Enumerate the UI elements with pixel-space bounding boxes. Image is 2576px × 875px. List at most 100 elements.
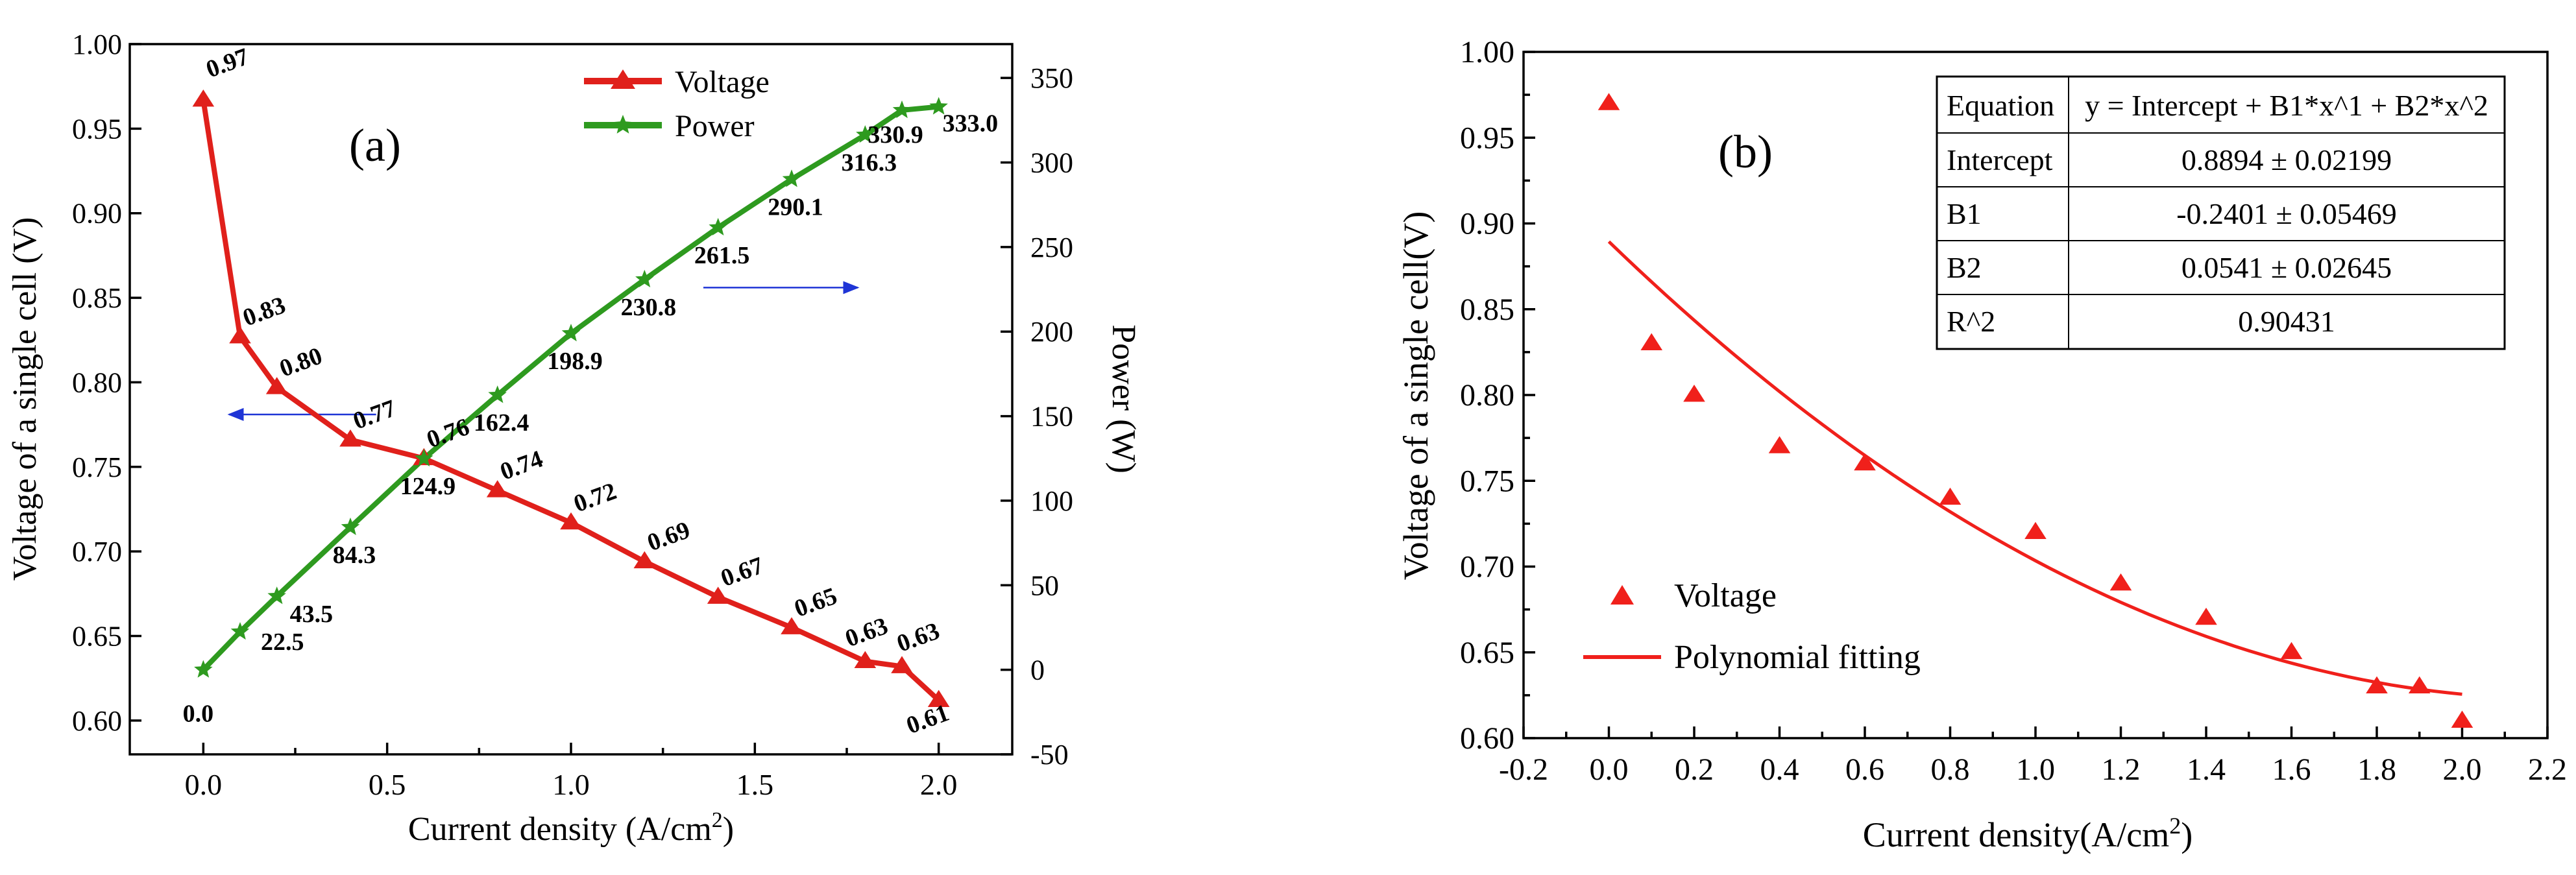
chart-a-ticks: 0.0 0.5 1.0 1.5 2.0 0.60 0.65 0.70 0.75 0.80 0.85 0… (72, 29, 1073, 801)
fit-table-label-r2: R^2 (1947, 305, 1995, 338)
y-left-tick-label: 0.90 (72, 198, 122, 230)
voltage-marker (633, 551, 656, 569)
chart-b-x-label-main: Current density(A/cm (1863, 815, 2169, 854)
y-right-tick-label: 200 (1030, 316, 1073, 348)
y-left-tick-label: 0.80 (72, 366, 122, 398)
power-marker (929, 97, 948, 115)
y-right-tick-label: 150 (1030, 401, 1073, 433)
voltage-data-label: 0.63 (842, 612, 892, 653)
chart-a-y-left-label: Voltage of a single cell (V) (6, 217, 43, 581)
voltage-data-label: 0.65 (791, 582, 841, 623)
x-tick-label: 0.2 (1675, 752, 1714, 787)
legend-voltage-label: Voltage (1674, 577, 1777, 614)
y-right-tick-label: 300 (1030, 147, 1073, 179)
power-marker (267, 586, 286, 605)
chart-a-legend: Voltage Power (584, 65, 770, 143)
voltage-marker (781, 617, 803, 634)
voltage-marker (265, 377, 288, 394)
chart-b-fit-curve (1607, 240, 2462, 696)
y-right-tick-label: 50 (1030, 569, 1059, 601)
y-tick-label: 0.95 (1460, 121, 1514, 155)
chart-b-plot-frame (1522, 51, 2549, 739)
voltage-point (2366, 676, 2388, 694)
power-data-label: 162.4 (474, 409, 529, 437)
chart-b-markers (1598, 93, 2473, 728)
voltage-marker (854, 651, 877, 669)
x-tick-label: 1.8 (2357, 752, 2396, 787)
voltage-data-label: 0.67 (717, 552, 767, 592)
x-tick-label: 1.6 (2272, 752, 2311, 787)
chart-a-data-labels: 0.97 0.83 0.80 0.77 0.76 0.74 0.72 0.69 0.67 0.65… (183, 43, 999, 739)
fit-table-label-equation: Equation (1947, 89, 2054, 122)
power-data-label: 330.9 (868, 121, 923, 149)
voltage-point (2408, 676, 2431, 694)
x-tick-label: 0.0 (1590, 752, 1629, 787)
power-marker (415, 449, 433, 467)
power-marker (230, 622, 250, 640)
power-data-label: 316.3 (842, 149, 897, 176)
x-tick-label: 0.4 (1760, 752, 1799, 787)
fit-table-value-intercept: 0.8894 ± 0.02199 (2181, 143, 2392, 176)
power-marker (561, 324, 581, 342)
power-data-label: 43.5 (290, 601, 333, 628)
y-tick-label: 0.65 (1460, 636, 1514, 670)
legend-voltage-marker (1610, 585, 1634, 605)
chart-b-y-label: Voltage of a single cell(V) (1396, 211, 1435, 581)
voltage-data-label: 0.61 (903, 699, 953, 739)
y-left-tick-label: 0.60 (72, 705, 122, 737)
chart-a-x-label-main: Current density (A/cm (408, 811, 712, 848)
voltage-marker (339, 429, 361, 447)
voltage-point (2195, 607, 2217, 625)
y-right-tick-label: 100 (1030, 485, 1073, 517)
fit-table-label-intercept: Intercept (1947, 143, 2053, 176)
voltage-point (1598, 93, 1620, 110)
power-data-label: 333.0 (943, 110, 999, 137)
y-left-tick-label: 0.70 (72, 536, 122, 568)
fit-table-value-b1: -0.2401 ± 0.05469 (2176, 197, 2397, 230)
y-tick-label: 0.85 (1460, 293, 1514, 327)
voltage-marker (560, 512, 582, 530)
chart-a-panel-label: (a) (349, 119, 401, 171)
chart-a-x-label-sup: 2 (712, 808, 723, 832)
chart-b-panel-label: (b) (1718, 126, 1773, 178)
chart-b-fit-table: Equation y = Intercept + B1*x^1 + B2*x^2… (1936, 75, 2506, 350)
voltage-point (1768, 436, 1791, 453)
fit-table-frame (1936, 75, 2506, 350)
x-tick-label: 0.5 (369, 768, 406, 801)
power-data-label: 261.5 (694, 242, 750, 269)
legend-power-label: Power (675, 109, 755, 143)
chart-b: -0.2 0.0 0.2 0.4 0.6 0.8 1.0 1.2 1.4 1.6 1.8 2.0 2.2… (1396, 35, 2567, 854)
chart-b-x-label-sup: 2 (2169, 813, 2181, 839)
legend-voltage-marker (611, 69, 635, 89)
voltage-marker (229, 326, 251, 344)
voltage-data-label: 0.63 (893, 617, 943, 658)
voltage-data-label: 0.69 (644, 516, 694, 557)
x-tick-label: -0.2 (1499, 752, 1548, 787)
voltage-point (1854, 453, 1876, 471)
x-tick-label: 0.0 (185, 768, 223, 801)
power-marker (782, 169, 801, 187)
polynomial-fit-line (1607, 240, 2462, 696)
y-tick-label: 0.60 (1460, 721, 1514, 756)
voltage-marker (927, 689, 950, 707)
voltage-data-label: 0.76 (423, 413, 473, 453)
voltage-data-label: 0.72 (570, 477, 620, 518)
x-tick-label: 2.0 (2443, 752, 2482, 787)
legend-voltage-label: Voltage (675, 65, 770, 99)
x-tick-label: 0.8 (1931, 752, 1970, 787)
y-left-tick-label: 0.85 (72, 282, 122, 314)
voltage-point (1640, 333, 1663, 351)
chart-a-y-right-label: Power (W) (1105, 324, 1142, 473)
y-right-tick-label: 350 (1030, 62, 1073, 94)
y-left-tick-label: 0.95 (72, 113, 122, 145)
y-tick-label: 0.70 (1460, 550, 1514, 584)
y-tick-label: 1.00 (1460, 35, 1514, 69)
power-data-label: 22.5 (261, 629, 304, 656)
chart-b-legend: Voltage Polynomial fitting (1583, 577, 1921, 676)
y-right-tick-label: 250 (1030, 232, 1073, 263)
chart-a: 0.0 0.5 1.0 1.5 2.0 0.60 0.65 0.70 0.75 0.80 0.85 0… (6, 29, 1142, 848)
fit-table-value-r2: 0.90431 (2238, 305, 2335, 338)
chart-b-x-label: Current density(A/cm2) (1863, 813, 2193, 854)
y-left-tick-label: 1.00 (72, 29, 122, 60)
